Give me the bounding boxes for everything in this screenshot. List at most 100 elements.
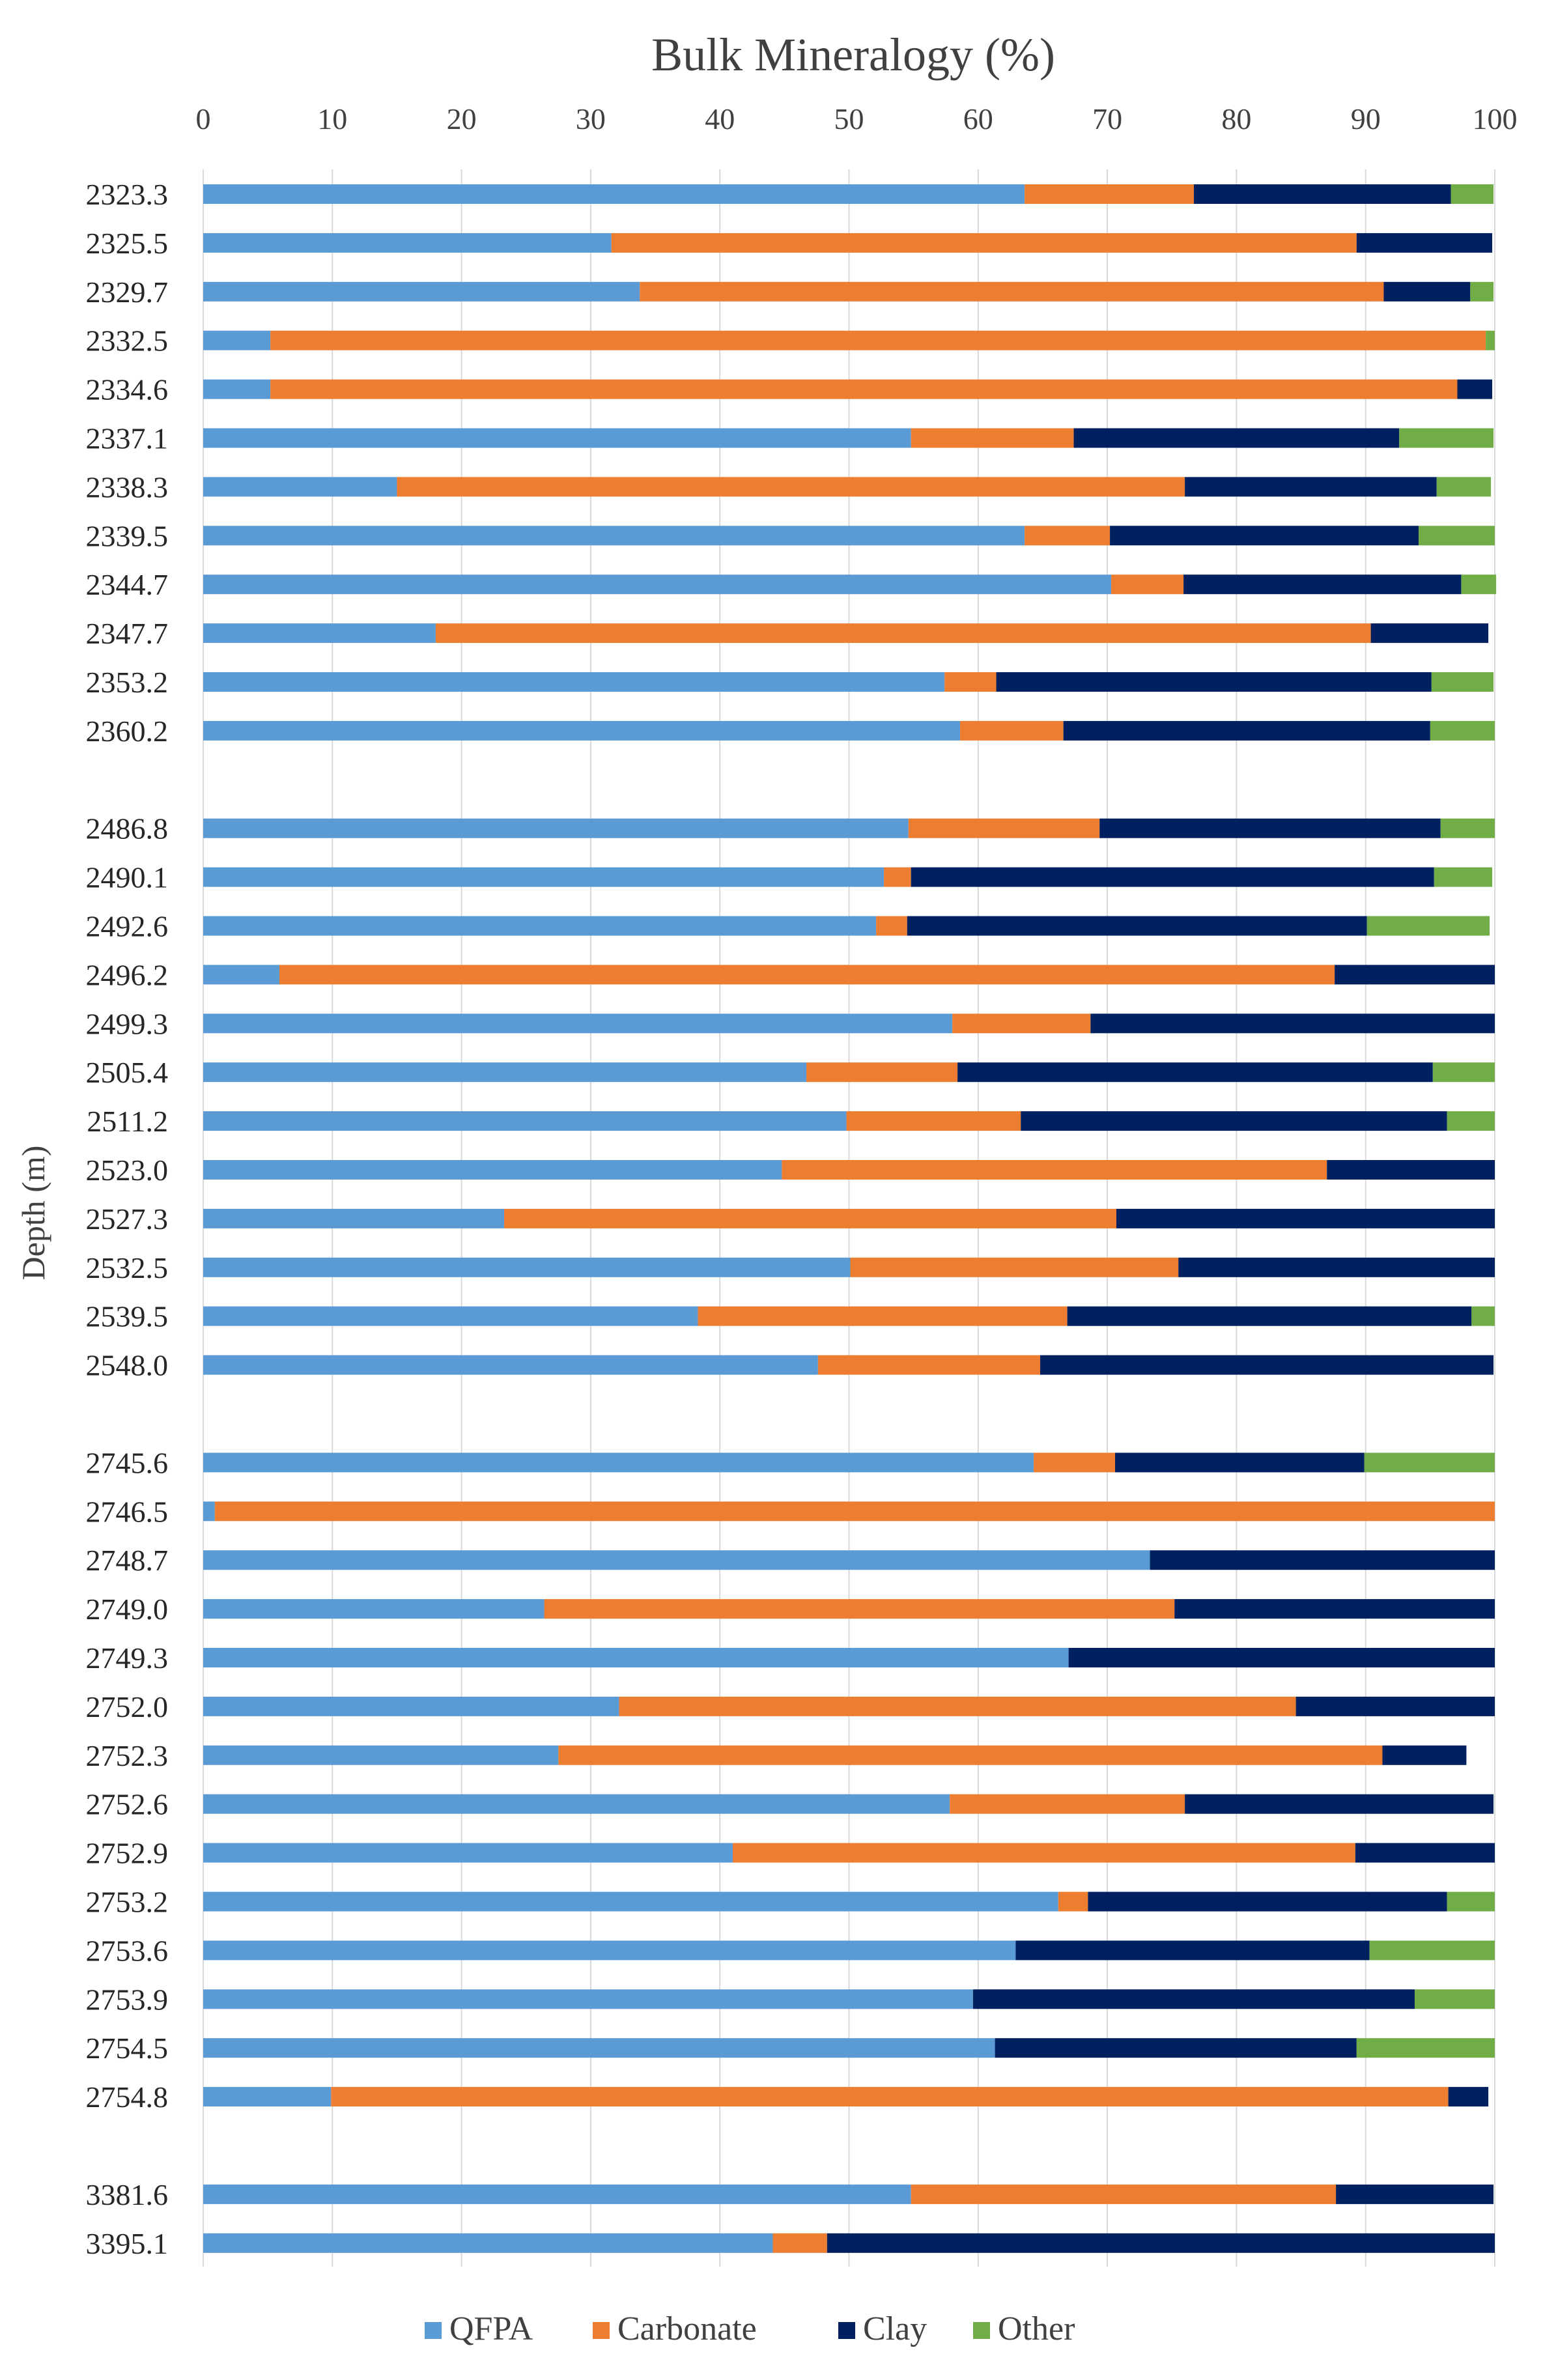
category-label-2754.5: 2754.5 xyxy=(86,2032,169,2065)
category-label-2532.5: 2532.5 xyxy=(86,1251,169,1284)
category-label-2337.1: 2337.1 xyxy=(86,422,169,455)
x-tick-label-30: 30 xyxy=(576,102,606,135)
y-axis-category-labels: 2323.3 2325.5 2329.7 2332.5 2334.6 2337.1 2338… xyxy=(86,178,169,2260)
bar-2753.9-qfpa xyxy=(203,1989,973,2009)
bar-2332.5-qfpa xyxy=(203,330,271,350)
y-axis-label: Depth (m) xyxy=(15,1146,51,1281)
bar-2749.0-clay xyxy=(1174,1599,1495,1619)
bar-2338.3-qfpa xyxy=(203,477,397,497)
x-tick-label-100: 100 xyxy=(1473,102,1518,135)
bar-2492.6-other xyxy=(1366,916,1490,936)
bar-2753.9-clay xyxy=(972,1989,1415,2009)
bar-2511.2-clay xyxy=(1021,1111,1447,1131)
bar-2325.5-clay xyxy=(1356,233,1493,253)
bar-2339.5-qfpa xyxy=(203,526,1025,546)
bar-2334.6-clay xyxy=(1457,379,1493,399)
bar-2527.3-carbonate xyxy=(504,1208,1116,1228)
bar-2752.6-clay xyxy=(1185,1794,1494,1814)
category-label-2752.3: 2752.3 xyxy=(86,1739,169,1772)
category-label-2334.6: 2334.6 xyxy=(86,373,169,406)
bar-2332.5-carbonate xyxy=(270,330,1486,350)
bar-2353.2-carbonate xyxy=(944,672,997,692)
bar-2329.7-other xyxy=(1470,281,1494,302)
bar-2532.5-qfpa xyxy=(203,1257,851,1277)
bar-2532.5-carbonate xyxy=(850,1257,1179,1277)
bar-2325.5-qfpa xyxy=(203,233,612,253)
bar-2511.2-other xyxy=(1447,1111,1495,1131)
bar-2347.7-carbonate xyxy=(435,623,1371,644)
category-label-2752.6: 2752.6 xyxy=(86,1788,169,1821)
category-label-2325.5: 2325.5 xyxy=(86,227,169,260)
category-label-2752.9: 2752.9 xyxy=(86,1837,169,1870)
bar-2746.5-carbonate xyxy=(214,1501,1495,1522)
category-label-2753.6: 2753.6 xyxy=(86,1934,169,1967)
bar-2499.3-qfpa xyxy=(203,1013,953,1034)
bar-3395.1-carbonate xyxy=(772,2233,827,2253)
category-label-2492.6: 2492.6 xyxy=(86,910,169,943)
bar-2360.2-qfpa xyxy=(203,720,961,741)
bar-2753.2-qfpa xyxy=(203,1891,1058,1912)
bar-2329.7-carbonate xyxy=(640,281,1384,302)
bar-2523.0-carbonate xyxy=(782,1160,1327,1180)
bar-2323.3-qfpa xyxy=(203,184,1025,204)
category-label-2752.0: 2752.0 xyxy=(86,1690,169,1723)
bar-2749.3-qfpa xyxy=(203,1648,1069,1667)
category-label-2548.0: 2548.0 xyxy=(86,1349,169,1382)
bar-2539.5-other xyxy=(1471,1306,1495,1326)
legend-swatch-clay xyxy=(838,2322,855,2339)
category-label-2347.7: 2347.7 xyxy=(86,617,169,650)
x-tick-label-60: 60 xyxy=(963,102,993,135)
bar-2337.1-carbonate xyxy=(911,428,1074,448)
category-label-2339.5: 2339.5 xyxy=(86,519,169,552)
bar-2548.0-qfpa xyxy=(203,1355,818,1375)
bar-2511.2-qfpa xyxy=(203,1111,847,1131)
bar-2753.2-other xyxy=(1447,1891,1495,1912)
legend-label-other: Other xyxy=(998,2310,1075,2347)
category-label-2360.2: 2360.2 xyxy=(86,715,169,748)
bar-2353.2-clay xyxy=(996,672,1432,692)
bar-2752.6-qfpa xyxy=(203,1794,950,1814)
bar-2490.1-qfpa xyxy=(203,867,885,887)
bar-2754.5-clay xyxy=(995,2038,1357,2058)
legend-swatch-qfpa xyxy=(425,2322,442,2339)
bar-2505.4-other xyxy=(1432,1062,1495,1083)
bar-2752.3-clay xyxy=(1382,1745,1467,1765)
category-label-2505.4: 2505.4 xyxy=(86,1056,169,1089)
x-tick-label-90: 90 xyxy=(1351,102,1381,135)
category-label-2749.3: 2749.3 xyxy=(86,1641,169,1675)
bar-2745.6-qfpa xyxy=(203,1452,1034,1473)
category-label-3381.6: 3381.6 xyxy=(86,2178,169,2211)
x-tick-label-50: 50 xyxy=(834,102,864,135)
bar-2539.5-clay xyxy=(1067,1306,1472,1326)
bar-2339.5-other xyxy=(1419,526,1495,546)
category-label-2323.3: 2323.3 xyxy=(86,178,169,211)
bar-2748.7-qfpa xyxy=(203,1550,1150,1570)
category-label-2527.3: 2527.3 xyxy=(86,1202,169,1236)
bar-2749.0-carbonate xyxy=(544,1599,1175,1619)
x-tick-label-70: 70 xyxy=(1092,102,1122,135)
bar-2337.1-clay xyxy=(1073,428,1400,448)
bar-2323.3-clay xyxy=(1193,184,1451,204)
bar-2511.2-carbonate xyxy=(846,1111,1021,1131)
bar-2353.2-qfpa xyxy=(203,672,945,692)
x-tick-label-10: 10 xyxy=(317,102,347,135)
category-label-2749.0: 2749.0 xyxy=(86,1593,169,1626)
bar-2752.6-carbonate xyxy=(950,1794,1185,1814)
bar-2338.3-other xyxy=(1436,477,1492,497)
legend-label-carbonate: Carbonate xyxy=(617,2310,757,2347)
bar-2490.1-carbonate xyxy=(884,867,911,887)
category-label-2499.3: 2499.3 xyxy=(86,1007,169,1040)
bar-2749.0-qfpa xyxy=(203,1599,545,1619)
bar-2334.6-carbonate xyxy=(270,379,1458,399)
bar-2539.5-qfpa xyxy=(203,1306,698,1326)
bar-2496.2-clay xyxy=(1335,965,1495,985)
bar-2745.6-other xyxy=(1364,1452,1495,1473)
bar-2753.2-clay xyxy=(1088,1891,1447,1912)
bar-2339.5-carbonate xyxy=(1025,526,1111,546)
bar-2490.1-clay xyxy=(911,867,1434,887)
bar-3381.6-carbonate xyxy=(911,2184,1337,2204)
bar-3395.1-clay xyxy=(827,2233,1495,2253)
bar-2338.3-carbonate xyxy=(397,477,1185,497)
category-label-2490.1: 2490.1 xyxy=(86,861,169,894)
